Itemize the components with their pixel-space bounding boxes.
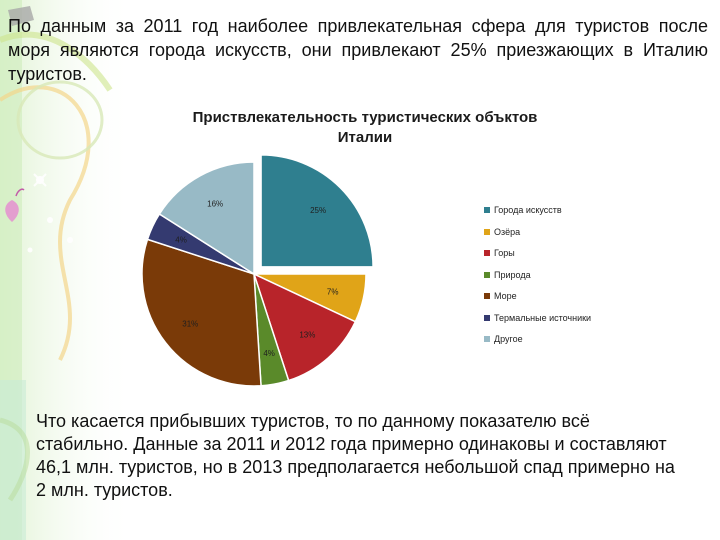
pie-label-6: 4% [175, 236, 187, 245]
legend-label: Другое [494, 334, 523, 344]
pie-label-3: 13% [299, 330, 315, 339]
pie-slice-1 [260, 154, 374, 268]
legend-label: Озёра [494, 226, 521, 237]
chart-title-line-2: Италии [337, 129, 393, 146]
legend-swatch [484, 314, 490, 321]
pie-chart: 25% 7% 13% 4% 31% 4% 16% [141, 154, 374, 387]
chart-title: Приствлекательность туристических объкто… [140, 108, 590, 148]
pie-slice-5 [141, 238, 262, 387]
pie-label-1: 25% [310, 206, 326, 215]
decorative-pattern [0, 0, 135, 540]
pie-label-5: 31% [182, 319, 198, 328]
decorative-border [0, 0, 135, 540]
pie-label-4: 4% [263, 349, 275, 358]
legend-label: Море [494, 291, 517, 301]
legend-label: Города искусств [494, 205, 562, 215]
pie-label-7: 16% [207, 199, 223, 208]
chart-title-line-1: Приствлекательность туристических объкто… [192, 109, 538, 126]
legend-label: Горы [494, 248, 515, 258]
pie-slice-7 [158, 161, 255, 276]
conclusion-paragraph: Что касается прибывших туристов, то по д… [36, 411, 675, 500]
legend-swatch [484, 271, 490, 278]
legend-swatch [484, 293, 490, 299]
legend-swatch [484, 336, 490, 342]
intro-paragraph: По данным за 2011 год наиболее привлекат… [8, 16, 708, 84]
pie-label-2: 7% [327, 288, 339, 297]
pie-slice-3 [252, 272, 357, 382]
legend-label: Термальные источники [494, 312, 592, 323]
legend-swatch [484, 228, 490, 235]
legend-swatch [484, 250, 490, 256]
legend-swatch [484, 207, 490, 213]
legend-label: Природа [494, 269, 531, 280]
